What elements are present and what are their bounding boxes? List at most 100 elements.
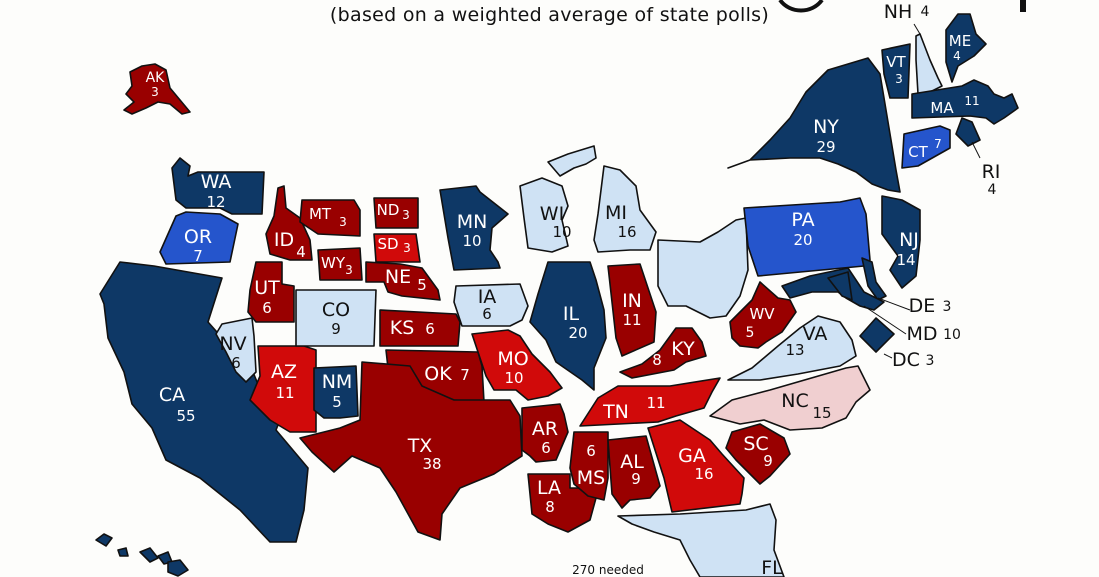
state-md-shape[interactable] — [781, 267, 885, 311]
state-sd[interactable]: SD 3 — [373, 233, 421, 263]
state-nd[interactable]: ND 3 — [373, 197, 419, 229]
state-tx-shape[interactable] — [299, 361, 523, 541]
state-al-shape[interactable] — [607, 435, 661, 509]
state-hi[interactable] — [95, 533, 189, 577]
state-oh-shape[interactable] — [657, 217, 749, 319]
state-ma[interactable]: MA 11 — [911, 79, 1019, 125]
state-il-shape[interactable] — [529, 261, 607, 391]
state-md[interactable]: MD 10 — [781, 267, 961, 345]
state-az-shape[interactable] — [249, 345, 317, 433]
state-vt[interactable]: VT3 — [881, 43, 911, 99]
state-oh[interactable] — [657, 217, 749, 319]
state-co[interactable]: CO9 — [295, 289, 377, 347]
state-sd-shape[interactable] — [373, 233, 421, 263]
state-nc-shape[interactable] — [709, 365, 871, 431]
state-me[interactable]: ME4 — [945, 13, 987, 83]
state-hi-shape[interactable] — [95, 533, 113, 547]
state-ri[interactable]: RI4 — [955, 117, 1000, 198]
state-nh[interactable]: NH 4 — [884, 1, 943, 95]
state-co-shape[interactable] — [295, 289, 377, 347]
state-ky-shape[interactable] — [619, 327, 707, 379]
state-ct-shape[interactable] — [901, 125, 951, 169]
state-va-shape[interactable] — [727, 315, 857, 381]
state-hi-shape[interactable] — [117, 547, 129, 557]
state-in-shape[interactable] — [607, 263, 657, 357]
state-me-shape[interactable] — [945, 13, 987, 83]
state-ga-shape[interactable] — [647, 419, 745, 513]
state-de-shape[interactable] — [861, 257, 887, 301]
state-fl-shape[interactable] — [617, 503, 785, 577]
state-ar[interactable]: AR6 — [521, 403, 569, 463]
state-id[interactable]: ID4 — [265, 185, 313, 261]
state-id-shape[interactable] — [265, 185, 313, 261]
state-mt-shape[interactable] — [299, 199, 361, 237]
state-ms-ev: 6 — [586, 442, 596, 460]
state-ia-shape[interactable] — [453, 283, 529, 327]
state-mi-shape[interactable] — [593, 165, 657, 253]
state-wi-shape[interactable] — [519, 177, 569, 253]
state-ks[interactable]: KS 6 — [379, 309, 461, 347]
state-tn-shape[interactable] — [579, 377, 721, 427]
state-sc[interactable]: SC9 — [725, 423, 791, 485]
state-mo-shape[interactable] — [471, 329, 563, 401]
state-ak[interactable]: AK3 — [123, 63, 191, 115]
state-mi-shape[interactable] — [547, 145, 597, 177]
state-ny-shape[interactable] — [727, 57, 901, 193]
state-dc[interactable]: DC 3 — [859, 317, 934, 371]
state-hi-shape[interactable] — [167, 559, 189, 577]
state-ct[interactable]: CT 7 — [901, 125, 951, 169]
state-hi-shape[interactable] — [139, 547, 159, 563]
state-ky[interactable]: KY 8 — [619, 327, 707, 379]
state-wv[interactable]: WV 5 — [729, 281, 797, 349]
state-nh-shape[interactable] — [915, 33, 943, 95]
state-nj-shape[interactable] — [881, 195, 921, 289]
state-nv[interactable]: NV6 — [215, 317, 257, 383]
state-ar-shape[interactable] — [521, 403, 569, 463]
state-nm[interactable]: NM5 — [313, 365, 359, 419]
state-sc-shape[interactable] — [725, 423, 791, 485]
state-ne-shape[interactable] — [365, 261, 441, 301]
state-fl[interactable]: FL — [617, 503, 785, 577]
state-dc-shape[interactable] — [859, 317, 895, 353]
state-ne[interactable]: NE 5 — [365, 261, 441, 301]
state-nd-shape[interactable] — [373, 197, 419, 229]
state-ia[interactable]: IA6 — [453, 283, 529, 327]
state-ut-shape[interactable] — [247, 261, 295, 323]
state-ks-shape[interactable] — [379, 309, 461, 347]
state-wy[interactable]: WY 3 — [317, 247, 363, 281]
state-de[interactable]: DE 3 — [861, 257, 951, 317]
state-ak-shape[interactable] — [123, 63, 191, 115]
state-wv-shape[interactable] — [729, 281, 797, 349]
state-ma-shape[interactable] — [911, 79, 1019, 125]
state-ut[interactable]: UT6 — [247, 261, 295, 323]
state-al[interactable]: AL9 — [607, 435, 661, 509]
state-md-shape[interactable] — [827, 271, 853, 301]
state-wy-shape[interactable] — [317, 247, 363, 281]
state-mt[interactable]: MT 3 — [299, 199, 361, 237]
state-ri-shape[interactable] — [955, 117, 981, 147]
state-vt-shape[interactable] — [881, 43, 911, 99]
state-mn-shape[interactable] — [439, 185, 509, 271]
state-pa-shape[interactable] — [743, 197, 871, 277]
state-nv-shape[interactable] — [215, 317, 257, 383]
state-or[interactable]: OR7 — [159, 211, 239, 265]
state-wa-shape[interactable] — [171, 157, 265, 215]
state-tn[interactable]: TN 11 — [579, 377, 721, 427]
state-nm-shape[interactable] — [313, 365, 359, 419]
state-or-shape[interactable] — [159, 211, 239, 265]
